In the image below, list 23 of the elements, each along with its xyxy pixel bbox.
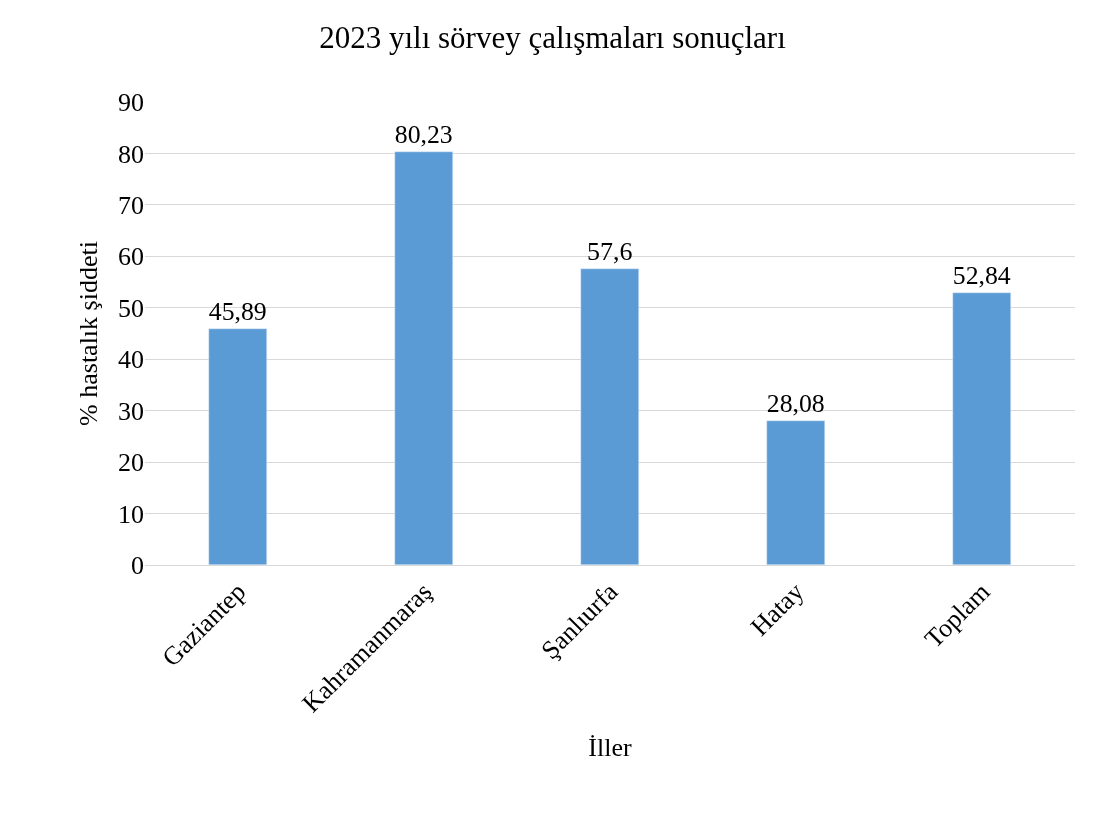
y-tick-label: 50 [118,293,144,323]
chart-title: 2023 yılı sörvey çalışmaları sonuçları [319,19,787,55]
data-label: 57,6 [587,236,633,266]
bar [394,151,453,565]
y-tick-label: 70 [118,190,144,220]
y-tick-label: 20 [118,448,144,478]
y-tick-label: 30 [118,396,144,426]
data-label: 52,84 [952,260,1011,290]
bar [952,292,1011,565]
bar [208,328,267,565]
y-tick-label: 10 [118,499,144,529]
y-axis-title: % hastalık şiddeti [74,241,104,426]
y-tick-label: 90 [118,88,144,118]
data-label: 28,08 [766,388,825,418]
y-tick-label: 60 [118,242,144,272]
y-tick-label: 80 [118,139,144,169]
x-axis-title: İller [588,732,632,762]
bar [766,420,825,565]
y-tick-label: 40 [118,345,144,375]
data-label: 80,23 [394,119,453,149]
data-label: 45,89 [208,296,267,326]
bar [580,268,639,565]
y-tick-label: 0 [131,551,144,581]
